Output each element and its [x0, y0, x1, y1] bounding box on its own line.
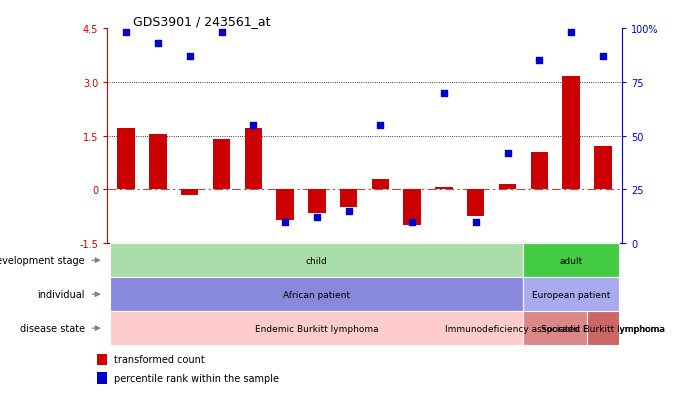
- Text: development stage: development stage: [0, 256, 85, 266]
- Text: individual: individual: [37, 290, 85, 299]
- Text: African patient: African patient: [283, 290, 350, 299]
- Text: child: child: [306, 256, 328, 265]
- Point: [406, 219, 417, 225]
- Point: [153, 40, 164, 47]
- Bar: [372, 179, 389, 190]
- Text: Immunodeficiency associated Burkitt lymphoma: Immunodeficiency associated Burkitt lymp…: [446, 324, 665, 333]
- Bar: [340, 190, 357, 208]
- Text: Sporadic Burkitt lymphoma: Sporadic Burkitt lymphoma: [541, 324, 665, 333]
- Bar: [467, 190, 484, 217]
- Point: [121, 30, 132, 36]
- Point: [565, 30, 576, 36]
- Bar: [97, 373, 106, 384]
- Text: adult: adult: [560, 256, 583, 265]
- Point: [375, 122, 386, 129]
- Bar: [117, 129, 135, 190]
- Text: transformed count: transformed count: [114, 354, 205, 364]
- Point: [312, 215, 323, 221]
- Point: [280, 219, 291, 225]
- Bar: [276, 190, 294, 221]
- Text: percentile rank within the sample: percentile rank within the sample: [114, 373, 279, 383]
- Text: European patient: European patient: [532, 290, 610, 299]
- Bar: [181, 190, 198, 195]
- Point: [470, 219, 481, 225]
- Text: disease state: disease state: [20, 323, 85, 333]
- Point: [597, 54, 608, 60]
- Text: GDS3901 / 243561_at: GDS3901 / 243561_at: [133, 15, 270, 28]
- Bar: [531, 152, 548, 190]
- Point: [438, 90, 449, 97]
- Bar: [562, 77, 580, 190]
- Bar: [404, 190, 421, 226]
- Bar: [435, 188, 453, 190]
- Bar: [149, 135, 167, 190]
- Point: [502, 150, 513, 157]
- Point: [343, 208, 354, 215]
- Point: [533, 58, 545, 64]
- Point: [184, 54, 196, 60]
- Point: [216, 30, 227, 36]
- Bar: [594, 147, 612, 190]
- Bar: [97, 354, 106, 365]
- Bar: [245, 129, 262, 190]
- Bar: [308, 190, 325, 213]
- Point: [248, 122, 259, 129]
- Text: Endemic Burkitt lymphoma: Endemic Burkitt lymphoma: [255, 324, 379, 333]
- Bar: [213, 140, 230, 190]
- Bar: [499, 185, 516, 190]
